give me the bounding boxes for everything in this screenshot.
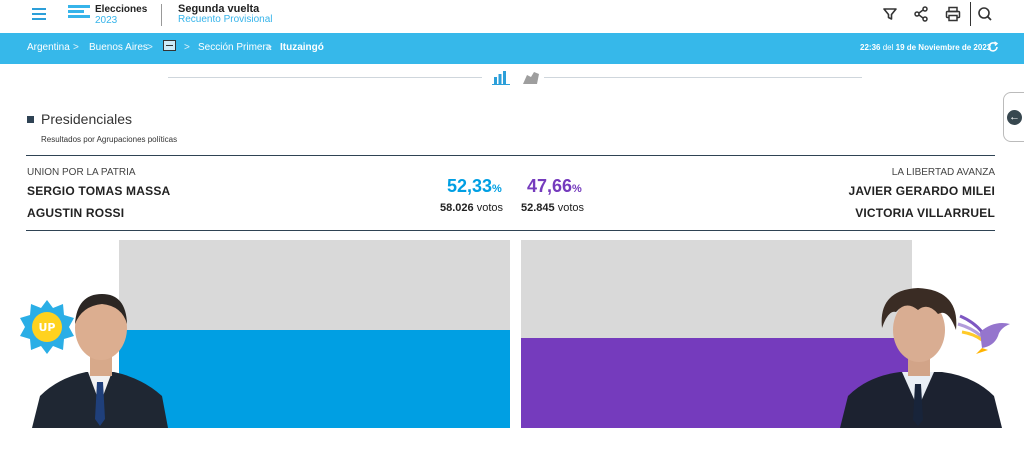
percent-left: 52,33% [447,176,502,197]
vice-name-left: AGUSTIN ROSSI [27,206,125,220]
update-date: 19 de Noviembre de 2023 [895,43,992,52]
section-divider-top [26,155,995,156]
votes-left-label: votos [476,202,504,214]
votes-right-value: 52.845 [521,202,555,214]
lla-party-logo-icon [954,306,1016,356]
breadcrumb-separator: > [184,42,190,53]
percent-right-value: 47,66 [527,176,573,196]
percent-right: 47,66% [527,176,582,197]
tab-divider-left [168,77,482,78]
breadcrumb-separator: > [147,42,153,53]
arrow-left-icon: ← [1007,110,1022,125]
votes-left-value: 58.026 [440,202,474,214]
result-bar-fill-left [119,329,510,428]
votes-right: 52.845 votos [521,202,584,214]
breadcrumb-argentina[interactable]: Argentina [27,42,70,53]
percent-left-value: 52,33 [447,176,493,196]
page-subtitle: Recuento Provisional [178,14,273,25]
section-title: Presidenciales [41,111,133,127]
candidate-photo-left [30,284,170,428]
percent-left-unit: % [492,183,502,195]
section-subtitle: Resultados por Agrupaciones políticas [41,135,178,144]
update-time: 22:36 [860,43,881,52]
menu-icon[interactable] [32,8,46,20]
print-icon[interactable] [944,5,962,23]
share-icon[interactable] [912,5,930,23]
bar-chart-icon[interactable] [492,70,510,85]
update-timestamp: 22:36 del 19 de Noviembre de 2023 [860,43,991,52]
breadcrumb-ituzaingo: Ituzaingó [280,42,324,53]
breadcrumb-separator: > [266,42,272,53]
percent-right-unit: % [572,183,582,195]
map-icon[interactable] [522,71,540,85]
side-panel-toggle[interactable]: ← [1003,92,1024,142]
section-marker [27,116,34,123]
breadcrumb: Argentina > Buenos Aires > > Sección Pri… [0,33,1024,64]
result-bar-right [521,240,912,428]
elecciones-logo-icon [68,5,90,23]
up-party-badge: UP [18,298,76,356]
refresh-icon[interactable] [986,40,1000,54]
party-name-right: LA LIBERTAD AVANZA [891,167,995,178]
breadcrumb-buenos-aires[interactable]: Buenos Aires [89,42,148,53]
up-badge-text: UP [39,321,56,334]
brand-year: 2023 [95,15,118,26]
result-bar-left [119,240,510,428]
president-name-right: JAVIER GERARDO MILEI [848,184,995,198]
candidate-photo-right [838,284,1004,428]
brand-title: Elecciones [95,4,148,15]
search-icon[interactable] [976,5,994,23]
filter-icon[interactable] [881,5,899,23]
header-divider [161,4,162,26]
tab-divider-right [544,77,862,78]
breadcrumb-seccion-primera[interactable]: Sección Primera [198,42,272,53]
breadcrumb-separator: > [73,42,79,53]
party-name-left: UNION POR LA PATRIA [27,167,136,178]
votes-left: 58.026 votos [440,202,503,214]
top-header: Elecciones 2023 Segunda vuelta Recuento … [0,0,1024,32]
section-divider-bottom [26,230,995,231]
vice-name-right: VICTORIA VILLARRUEL [855,206,995,220]
map-toggle-icon[interactable] [163,40,176,51]
header-divider-right [970,2,971,26]
president-name-left: SERGIO TOMAS MASSA [27,184,171,198]
page-title: Segunda vuelta [178,3,260,15]
votes-right-label: votos [557,202,585,214]
update-date-prefix: del [882,43,894,52]
